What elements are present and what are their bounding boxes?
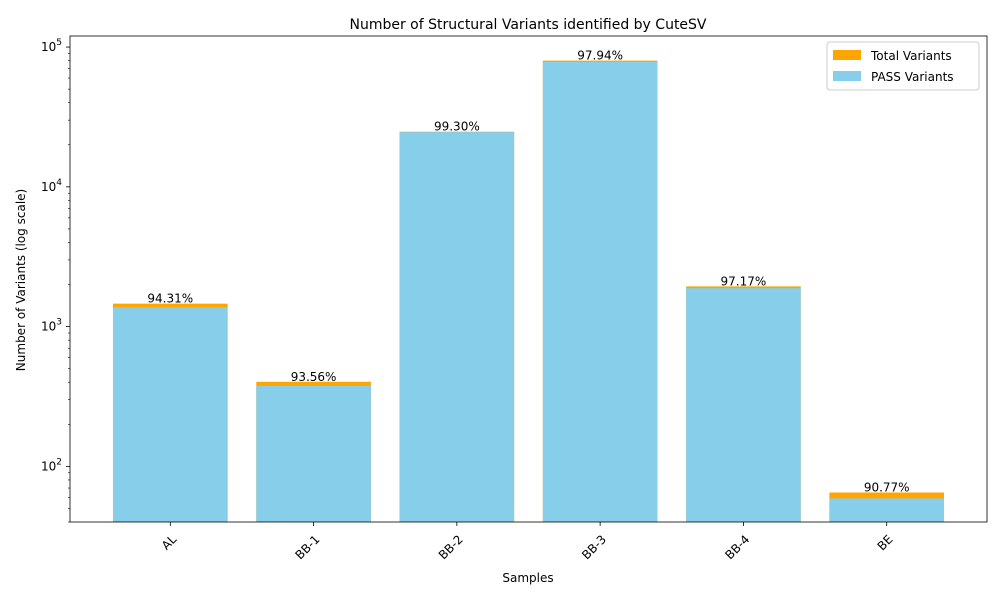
percent-label-bb-1: 93.56% bbox=[291, 370, 337, 384]
percent-labels-layer: 94.31% 93.56% 99.30% 97.94% 97.17% 90.77% bbox=[147, 49, 909, 495]
legend: Total Variants PASS Variants bbox=[826, 41, 980, 91]
plot-frame bbox=[69, 35, 988, 523]
percent-label-bb-3: 97.94% bbox=[577, 49, 623, 63]
x-tick-label-be: BE bbox=[875, 532, 896, 553]
pass-bar-bb-3 bbox=[542, 61, 658, 522]
x-tick-label-bb-2: BB-2 bbox=[436, 532, 466, 562]
x-tick-label-bb-3: BB-3 bbox=[579, 532, 609, 562]
y-tick-label-5: 105 bbox=[41, 38, 62, 54]
y-axis-label: Number of Variants (log scale) bbox=[14, 189, 28, 371]
x-tick-label-bb-1: BB-1 bbox=[293, 532, 323, 562]
legend-label-pass: PASS Variants bbox=[871, 70, 954, 84]
percent-label-al: 94.31% bbox=[147, 292, 193, 306]
y-tick-label-3: 103 bbox=[41, 318, 62, 334]
legend-label-total: Total Variants bbox=[870, 49, 952, 63]
pass-bar-al bbox=[112, 307, 228, 522]
legend-swatch-pass bbox=[833, 71, 861, 81]
x-axis-label: Samples bbox=[502, 571, 553, 585]
y-tick-label-4: 104 bbox=[41, 178, 62, 194]
legend-swatch-total bbox=[833, 50, 861, 60]
y-tick-label-2: 102 bbox=[41, 457, 62, 473]
bars-layer bbox=[112, 60, 945, 523]
percent-label-be: 90.77% bbox=[864, 481, 910, 495]
x-tick-label-bb-4: BB-4 bbox=[722, 532, 752, 562]
pass-bar-bb-4 bbox=[686, 288, 801, 522]
legend-box bbox=[826, 41, 980, 91]
percent-label-bb-2: 99.30% bbox=[434, 120, 480, 134]
pass-bar-bb-1 bbox=[256, 385, 371, 522]
percent-label-bb-4: 97.17% bbox=[721, 274, 767, 288]
chart-title: Number of Structural Variants identified… bbox=[349, 17, 706, 33]
x-tick-label-al: AL bbox=[159, 532, 180, 553]
pass-bar-be bbox=[829, 498, 945, 522]
pass-bar-bb-2 bbox=[399, 132, 515, 522]
